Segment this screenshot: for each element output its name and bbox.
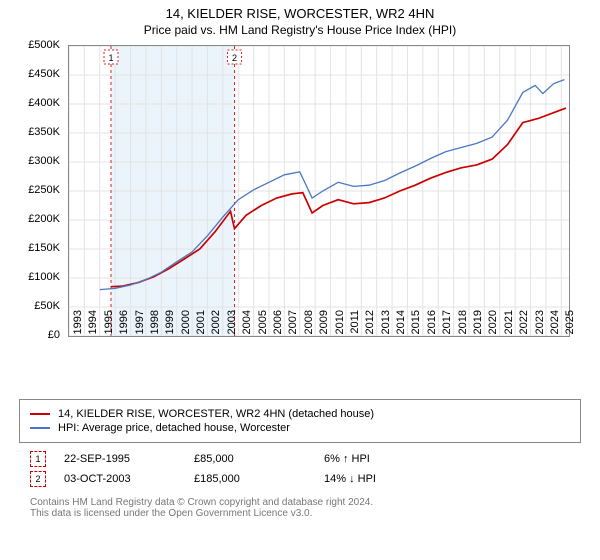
legend: 14, KIELDER RISE, WORCESTER, WR2 4HN (de… bbox=[19, 399, 581, 443]
legend-swatch bbox=[30, 413, 50, 415]
svg-text:1: 1 bbox=[108, 53, 113, 63]
y-axis-label: £400K bbox=[20, 97, 60, 109]
transaction-date: 22-SEP-1995 bbox=[64, 453, 194, 465]
footnote-line1: Contains HM Land Registry data © Crown c… bbox=[30, 497, 570, 508]
x-axis-label: 1998 bbox=[149, 310, 161, 340]
x-axis-label: 2002 bbox=[210, 310, 222, 340]
y-axis-label: £150K bbox=[20, 242, 60, 254]
x-axis-label: 2022 bbox=[518, 310, 530, 340]
legend-swatch bbox=[30, 427, 50, 429]
legend-item: HPI: Average price, detached house, Worc… bbox=[30, 422, 570, 434]
transaction-marker: 2 bbox=[30, 471, 46, 487]
x-axis-label: 2018 bbox=[457, 310, 469, 340]
x-axis-label: 2019 bbox=[472, 310, 484, 340]
plot-area: 12 bbox=[68, 45, 570, 337]
y-axis-label: £500K bbox=[20, 39, 60, 51]
title-block: 14, KIELDER RISE, WORCESTER, WR2 4HN Pri… bbox=[0, 0, 600, 37]
x-axis-label: 2005 bbox=[257, 310, 269, 340]
x-axis-label: 2024 bbox=[549, 310, 561, 340]
chart-subtitle: Price paid vs. HM Land Registry's House … bbox=[0, 23, 600, 37]
y-axis-label: £450K bbox=[20, 68, 60, 80]
y-axis-label: £0 bbox=[20, 329, 60, 341]
x-axis-label: 2015 bbox=[410, 310, 422, 340]
x-axis-label: 2023 bbox=[534, 310, 546, 340]
transaction-delta: 14% ↓ HPI bbox=[324, 473, 454, 485]
x-axis-label: 1996 bbox=[118, 310, 130, 340]
transaction-date: 03-OCT-2003 bbox=[64, 473, 194, 485]
x-axis-label: 2003 bbox=[226, 310, 238, 340]
chart-title: 14, KIELDER RISE, WORCESTER, WR2 4HN bbox=[0, 6, 600, 21]
transaction-row: 1 22-SEP-1995£85,0006% ↑ HPI bbox=[30, 451, 570, 467]
x-axis-label: 2021 bbox=[503, 310, 515, 340]
transactions-table: 1 22-SEP-1995£85,0006% ↑ HPI 2 03-OCT-2003£… bbox=[30, 451, 570, 487]
y-axis-label: £100K bbox=[20, 271, 60, 283]
x-axis-label: 1994 bbox=[87, 310, 99, 340]
x-axis-label: 2000 bbox=[180, 310, 192, 340]
transaction-price: £85,000 bbox=[194, 453, 324, 465]
x-axis-label: 1993 bbox=[72, 310, 84, 340]
x-axis-label: 1995 bbox=[103, 310, 115, 340]
x-axis-label: 2008 bbox=[303, 310, 315, 340]
transaction-delta: 6% ↑ HPI bbox=[324, 453, 454, 465]
y-axis-label: £50K bbox=[20, 300, 60, 312]
x-axis-label: 2012 bbox=[364, 310, 376, 340]
x-axis-label: 2016 bbox=[426, 310, 438, 340]
transaction-price: £185,000 bbox=[194, 473, 324, 485]
x-axis-label: 2010 bbox=[334, 310, 346, 340]
y-axis-label: £350K bbox=[20, 126, 60, 138]
x-axis-label: 1997 bbox=[134, 310, 146, 340]
x-axis-label: 2017 bbox=[441, 310, 453, 340]
x-axis-label: 2014 bbox=[395, 310, 407, 340]
x-axis-label: 2025 bbox=[564, 310, 576, 340]
y-axis-label: £250K bbox=[20, 184, 60, 196]
footnote: Contains HM Land Registry data © Crown c… bbox=[30, 497, 570, 519]
transaction-marker: 1 bbox=[30, 451, 46, 467]
legend-label: 14, KIELDER RISE, WORCESTER, WR2 4HN (de… bbox=[58, 408, 374, 420]
legend-item: 14, KIELDER RISE, WORCESTER, WR2 4HN (de… bbox=[30, 408, 570, 420]
footnote-line2: This data is licensed under the Open Gov… bbox=[30, 508, 570, 519]
x-axis-label: 2009 bbox=[318, 310, 330, 340]
x-axis-label: 2006 bbox=[272, 310, 284, 340]
chart-area: 12 £0£50K£100K£150K£200K£250K£300K£350K£… bbox=[20, 45, 580, 355]
x-axis-label: 2011 bbox=[349, 310, 361, 340]
svg-text:2: 2 bbox=[232, 53, 237, 63]
x-axis-label: 2020 bbox=[487, 310, 499, 340]
x-axis-label: 1999 bbox=[164, 310, 176, 340]
x-axis-label: 2007 bbox=[287, 310, 299, 340]
x-axis-label: 2001 bbox=[195, 310, 207, 340]
chart-container: 14, KIELDER RISE, WORCESTER, WR2 4HN Pri… bbox=[0, 0, 600, 519]
transaction-row: 2 03-OCT-2003£185,00014% ↓ HPI bbox=[30, 471, 570, 487]
y-axis-label: £200K bbox=[20, 213, 60, 225]
y-axis-label: £300K bbox=[20, 155, 60, 167]
x-axis-label: 2004 bbox=[241, 310, 253, 340]
x-axis-label: 2013 bbox=[380, 310, 392, 340]
legend-label: HPI: Average price, detached house, Worc… bbox=[58, 422, 290, 434]
